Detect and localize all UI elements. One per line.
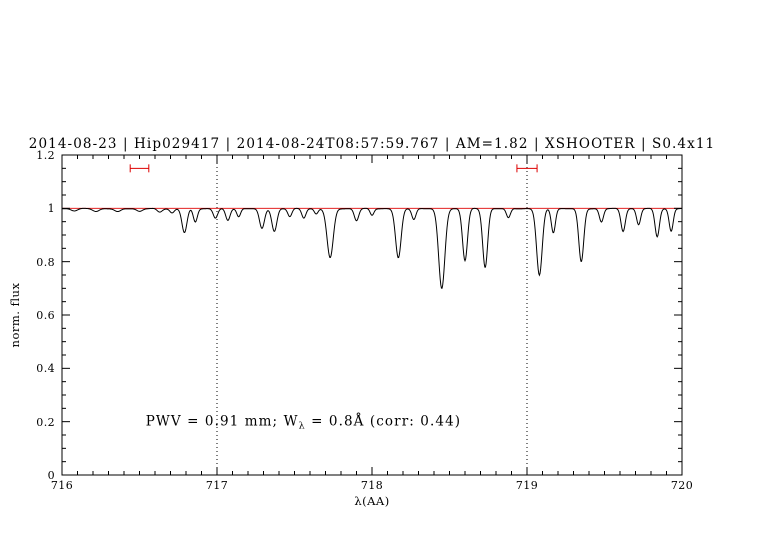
x-tick-label: 718 — [361, 479, 383, 492]
y-tick-label: 0.6 — [36, 309, 55, 322]
y-tick-labels: 0 0.2 0.4 0.6 0.8 1 1.2 — [36, 149, 55, 482]
pwv-annotation: PWV = 0.91 mm; Wλ = 0.8Å (corr: 0.44) — [146, 414, 461, 432]
y-tick-label: 1 — [48, 202, 55, 215]
lambda-subscript: λ — [299, 421, 306, 432]
y-tick-label: 1.2 — [36, 149, 55, 162]
plot-content — [61, 154, 683, 476]
y-axis-label: norm. flux — [8, 283, 22, 348]
x-tick-label: 716 — [51, 479, 73, 492]
x-tick-label: 717 — [206, 479, 228, 492]
y-tick-label: 0.4 — [36, 362, 55, 375]
y-tick-label: 0.8 — [36, 256, 55, 269]
x-tick-label: 720 — [671, 479, 693, 492]
x-tick-label: 719 — [516, 479, 538, 492]
pwv-annotation-part1: PWV = 0.91 mm; W — [146, 414, 299, 430]
y-tick-label: 0 — [48, 469, 55, 482]
pwv-annotation-part2: = 0.8Å (corr: 0.44) — [306, 414, 461, 430]
x-tick-labels: 716 717 718 719 720 — [51, 479, 693, 492]
plot-title: 2014-08-23 | Hip029417 | 2014-08-24T08:5… — [29, 136, 715, 152]
y-tick-label: 0.2 — [36, 416, 55, 429]
x-axis-label: λ(AA) — [354, 494, 389, 508]
